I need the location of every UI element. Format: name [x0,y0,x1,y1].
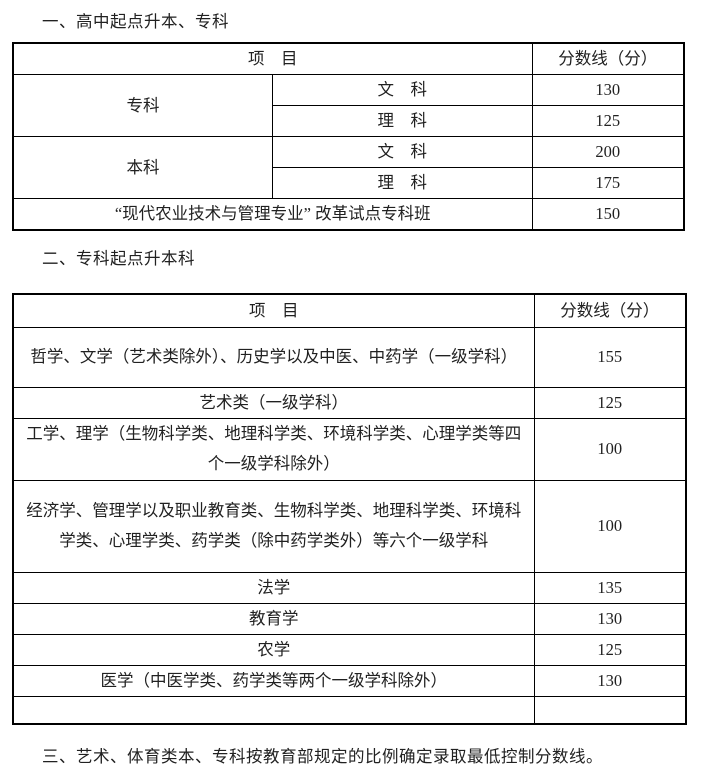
score-cell [533,695,687,725]
subject-cell: 文 科 [272,136,533,168]
score-cell: 130 [533,664,687,697]
table-header-row: 项 目 分数线（分） [12,42,685,75]
item-cell: 医学（中医学类、药学类等两个一级学科除外） [12,664,535,697]
score-cell: 100 [533,479,687,573]
pilot-program-cell: “现代农业技术与管理专业” 改革试点专科班 [12,198,533,231]
table-row: 本科 文 科 200 [12,136,685,199]
table-header-row: 项 目 分数线（分） [12,293,687,328]
table-row: “现代农业技术与管理专业” 改革试点专科班 150 [12,198,685,231]
table-row: 工学、理学（生物科学类、地理科学类、环境科学类、心理学类等四个一级学科除外） 1… [12,417,687,481]
table-row: 哲学、文学（艺术类除外）、历史学以及中医、中药学（一级学科） 155 [12,326,687,388]
item-cell: 工学、理学（生物科学类、地理科学类、环境科学类、心理学类等四个一级学科除外） [12,417,535,481]
score-cell: 155 [533,326,687,388]
item-column-header: 项 目 [12,293,535,328]
subject-cell: 理 科 [272,105,533,137]
score-column-header: 分数线（分） [533,293,687,328]
table-row: 法学 135 [12,571,687,604]
score-cell: 125 [531,105,685,137]
score-cell: 150 [531,198,685,231]
group-label-benke: 本科 [12,136,273,199]
score-cell: 130 [531,74,685,106]
table-row: 艺术类（一级学科） 125 [12,386,687,419]
score-cell: 175 [531,167,685,199]
item-cell: 艺术类（一级学科） [12,386,535,419]
score-cell: 125 [533,633,687,666]
table-row: 专科 文 科 130 [12,74,685,137]
section-one-heading: 一、高中起点升本、专科 [42,12,229,31]
score-cell: 135 [533,571,687,604]
item-cell: 法学 [12,571,535,604]
college-entry-score-table: 项 目 分数线（分） 哲学、文学（艺术类除外）、历史学以及中医、中药学（一级学科… [12,293,687,725]
score-cell: 100 [533,417,687,481]
table-row: 理 科 125 [13,105,685,137]
table-row: 教育学 130 [12,602,687,635]
table-row: 经济学、管理学以及职业教育类、生物科学类、地理科学类、环境科学类、心理学类、药学… [12,479,687,573]
hs-entry-score-table: 项 目 分数线（分） 专科 文 科 130 理 科 125 本科 文 科 200… [12,42,685,231]
item-cell [12,695,535,725]
group-label-zhuanke: 专科 [12,74,273,137]
item-cell: 农学 [12,633,535,666]
table-row: 理 科 175 [13,167,685,199]
item-cell: 经济学、管理学以及职业教育类、生物科学类、地理科学类、环境科学类、心理学类、药学… [12,479,535,573]
item-column-header: 项 目 [12,42,533,75]
subject-cell: 理 科 [272,167,533,199]
score-cell: 200 [531,136,685,168]
section-two-heading: 二、专科起点升本科 [42,249,195,268]
table-row: 农学 125 [12,633,687,666]
score-column-header: 分数线（分） [531,42,685,75]
item-cell: 哲学、文学（艺术类除外）、历史学以及中医、中药学（一级学科） [12,326,535,388]
score-cell: 130 [533,602,687,635]
section-three-note: 三、艺术、体育类本、专科按教育部规定的比例确定录取最低控制分数线。 [42,747,603,766]
table-row: 医学（中医学类、药学类等两个一级学科除外） 130 [12,664,687,697]
table-row-empty [12,695,687,725]
score-cell: 125 [533,386,687,419]
item-cell: 教育学 [12,602,535,635]
subject-cell: 文 科 [272,74,533,106]
